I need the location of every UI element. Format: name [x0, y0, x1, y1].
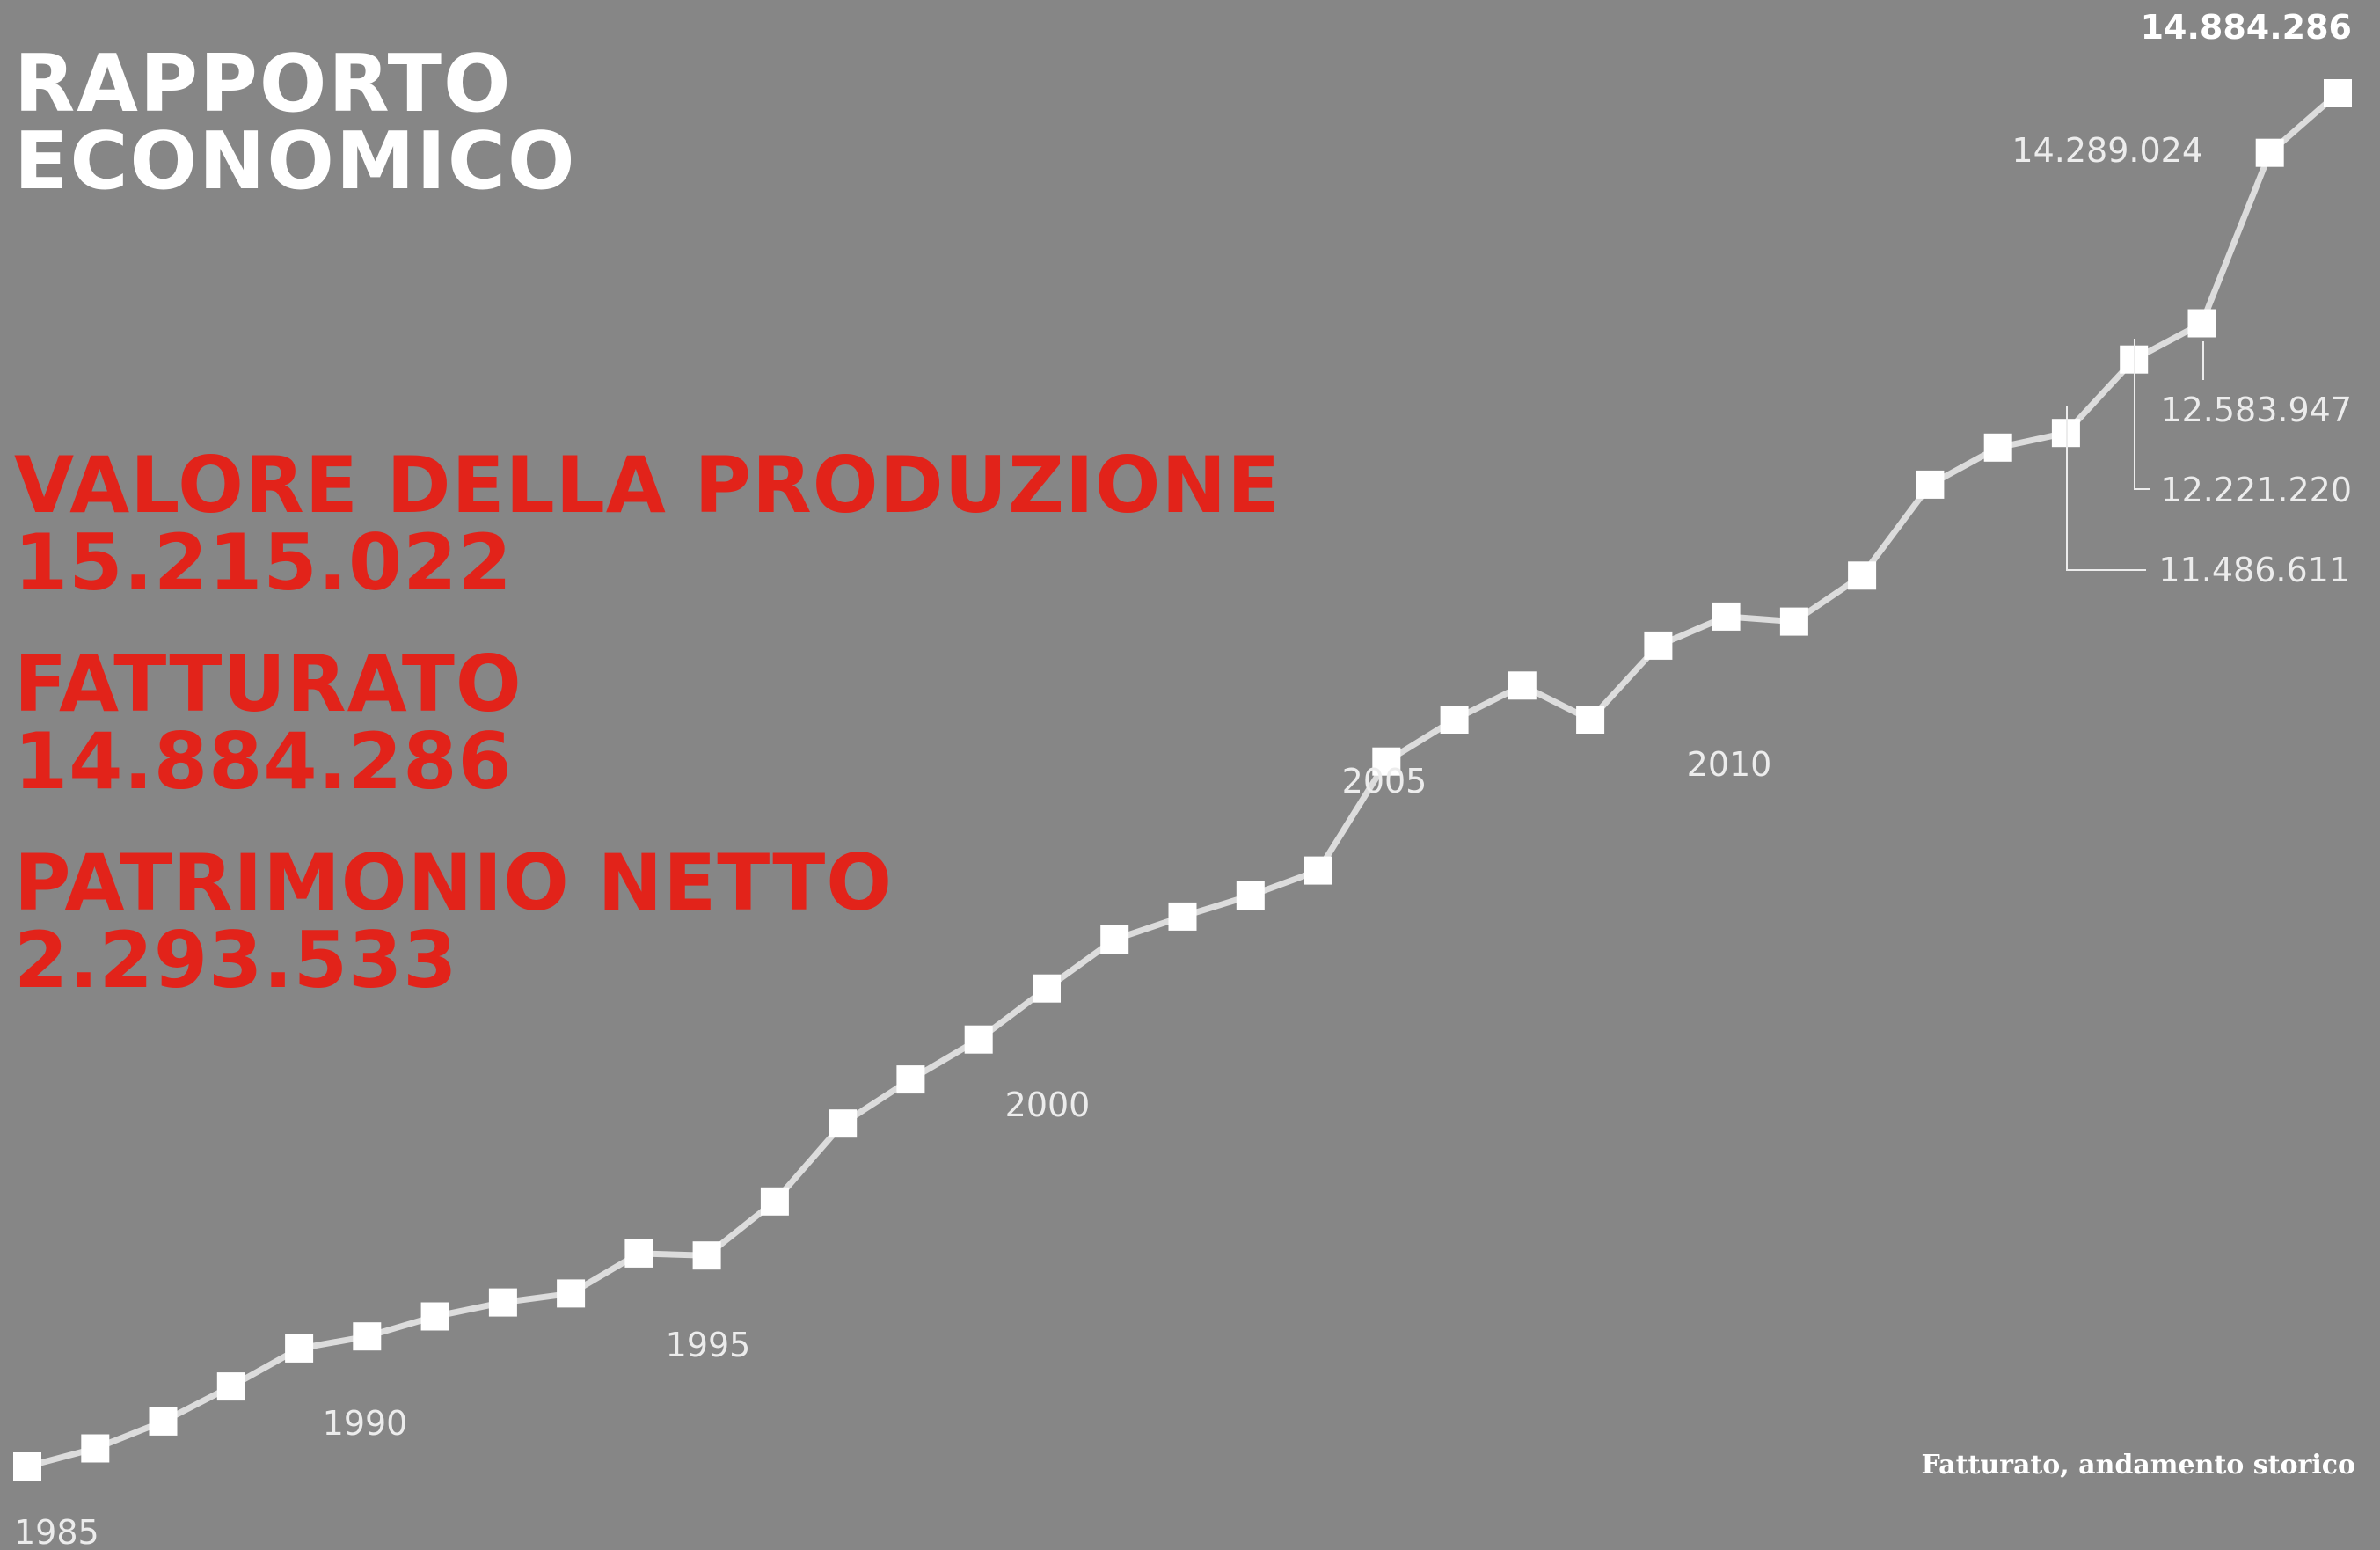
data-point-marker: [13, 1452, 41, 1481]
report-title-line-1: RAPPORTO: [14, 38, 513, 130]
data-point-marker: [1916, 470, 1945, 499]
report-title: RAPPORTO ECONOMICO: [14, 38, 577, 208]
data-point-marker: [1644, 631, 1673, 660]
x-tick-label: 1990: [323, 1404, 408, 1443]
kpi-fatturato: FATTURATO 14.884.286: [14, 646, 522, 801]
kpi-patrimonio-netto: PATRIMONIO NETTO 2.293.533: [14, 844, 893, 999]
x-tick-label: 2005: [1342, 762, 1427, 801]
data-point-marker: [964, 1025, 993, 1054]
kpi-valore-produzione: VALORE DELLA PRODUZIONE 15.215.022: [14, 447, 1281, 602]
data-point-marker: [488, 1288, 517, 1317]
report-title-line-2: ECONOMICO: [14, 115, 577, 208]
data-value-annotation: 14.884.286: [2141, 8, 2352, 47]
data-point-marker: [829, 1109, 858, 1138]
kpi-label: VALORE DELLA PRODUZIONE: [14, 440, 1281, 530]
annotation-leader-line: [2066, 406, 2146, 571]
data-point-marker: [2324, 79, 2352, 107]
data-point-marker: [692, 1241, 721, 1270]
data-point-marker: [1372, 747, 1401, 776]
data-point-marker: [1168, 902, 1197, 931]
data-point-marker: [1983, 433, 2012, 462]
data-point-marker: [624, 1239, 653, 1268]
data-point-marker: [1848, 561, 1877, 590]
data-point-marker: [1100, 925, 1129, 954]
x-tick-label: 1995: [666, 1326, 751, 1364]
data-point-marker: [1712, 602, 1741, 631]
data-value-annotation: 14.289.024: [2011, 131, 2203, 170]
kpi-value: 15.215.022: [14, 517, 513, 608]
data-value-annotation: 11.486.611: [2158, 551, 2350, 589]
data-point-marker: [760, 1187, 789, 1216]
kpi-value: 2.293.533: [14, 915, 458, 1005]
data-point-marker: [81, 1434, 110, 1463]
data-point-marker: [1440, 706, 1469, 734]
data-point-marker: [557, 1279, 586, 1308]
data-point-marker: [1236, 881, 1265, 910]
data-value-annotation: 12.583.947: [2160, 391, 2352, 429]
data-point-marker: [420, 1302, 449, 1331]
data-point-marker: [896, 1065, 925, 1094]
kpi-label: FATTURATO: [14, 639, 522, 729]
kpi-label: PATRIMONIO NETTO: [14, 837, 894, 928]
x-tick-label: 2000: [1005, 1086, 1091, 1124]
series-line: [26, 91, 2340, 1470]
data-point-marker: [1576, 706, 1605, 734]
data-point-marker: [2051, 419, 2080, 448]
data-point-marker: [149, 1407, 178, 1436]
data-point-marker: [1304, 856, 1332, 885]
data-point-marker: [1779, 607, 1808, 636]
data-point-marker: [216, 1372, 245, 1401]
data-point-marker: [285, 1334, 314, 1363]
data-point-marker: [2255, 138, 2284, 167]
data-point-marker: [1508, 671, 1537, 700]
data-point-marker: [1033, 974, 1061, 1003]
kpi-value: 14.884.286: [14, 716, 513, 807]
data-point-marker: [353, 1322, 382, 1351]
data-point-marker: [2187, 309, 2216, 338]
chart-caption: Fatturato, andamento storico: [1921, 1450, 2355, 1481]
data-value-annotation: 12.221.220: [2160, 471, 2352, 509]
annotation-leader-line: [2134, 339, 2150, 490]
x-tick-label: 2010: [1687, 745, 1772, 784]
x-tick-label: 1985: [14, 1513, 99, 1550]
